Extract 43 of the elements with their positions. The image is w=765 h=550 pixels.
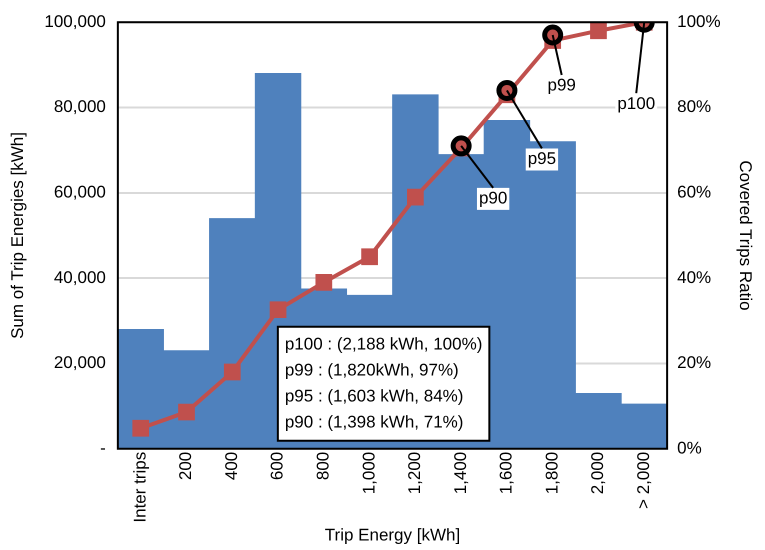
annotation: p95 bbox=[528, 149, 556, 168]
y2-tick-label: 60% bbox=[677, 182, 712, 202]
annotation: p100 : (2,188 kWh, 100%) bbox=[284, 334, 482, 354]
point bbox=[270, 301, 286, 318]
x-tick-label: 1,600 bbox=[496, 452, 516, 494]
x-tick-label: 1,400 bbox=[450, 452, 470, 494]
y-tick-label: 80,000 bbox=[54, 97, 106, 116]
point bbox=[178, 404, 195, 420]
x-tick-label: Inter trips bbox=[130, 452, 150, 523]
y2-axis-title: Covered Trips Ratio bbox=[736, 160, 756, 311]
y-tick-label: 20,000 bbox=[54, 353, 106, 372]
point bbox=[407, 188, 424, 206]
annotation: p99 : (1,820kWh, 97%) bbox=[284, 360, 459, 380]
y2-tick-label: 100% bbox=[677, 12, 721, 31]
annotation: p95 : (1,603 kWh, 84%) bbox=[284, 386, 464, 406]
y2-tick-label: 80% bbox=[677, 97, 712, 116]
y-tick-label: 40,000 bbox=[54, 268, 106, 287]
x-tick-label: 1,000 bbox=[359, 452, 378, 494]
x-tick-label: 1,200 bbox=[405, 452, 424, 494]
x-tick-label: 400 bbox=[222, 452, 241, 480]
x-axis-title: Trip Energy [kWh] bbox=[324, 525, 460, 544]
y2-tick-label: 20% bbox=[677, 353, 712, 372]
annotation: p90 : (1,398 kWh, 71%) bbox=[284, 412, 464, 432]
x-tick-label: 1,800 bbox=[542, 452, 562, 494]
point bbox=[590, 22, 607, 40]
y2-tick-label: 0% bbox=[677, 438, 702, 458]
x-tick-label: > 2,000 bbox=[634, 452, 653, 509]
annotation: p90 bbox=[478, 188, 508, 208]
x-tick-label: 600 bbox=[268, 452, 287, 480]
y-tick-label: 60,000 bbox=[54, 182, 106, 202]
annotation: p99 bbox=[548, 76, 576, 95]
y-axis-title: Sum of Trip Energies [kWh] bbox=[8, 132, 27, 339]
annotation: p100 bbox=[617, 94, 656, 113]
y2-tick-label: 40% bbox=[677, 268, 712, 287]
point bbox=[224, 364, 241, 380]
y-tick-label: - bbox=[100, 438, 106, 458]
x-tick-label: 200 bbox=[176, 452, 196, 480]
point bbox=[315, 274, 332, 291]
x-tick-label: 2,000 bbox=[588, 452, 608, 494]
y-tick-label: 100,000 bbox=[44, 12, 106, 31]
point bbox=[361, 248, 378, 266]
x-tick-label: 800 bbox=[314, 452, 333, 480]
point bbox=[132, 420, 150, 437]
